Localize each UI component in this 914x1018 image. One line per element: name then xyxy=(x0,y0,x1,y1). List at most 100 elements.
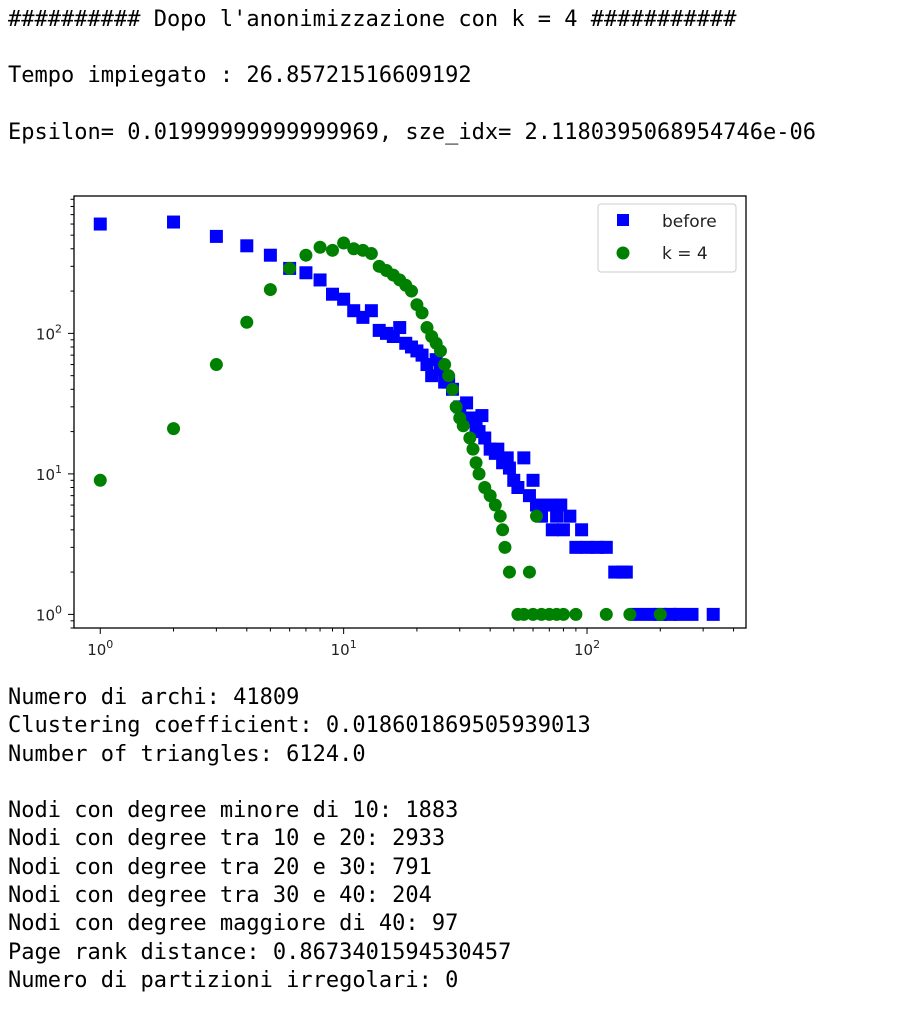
y-tick-label: 101 xyxy=(36,463,62,484)
point-k4 xyxy=(240,315,254,329)
point-before xyxy=(478,431,492,445)
stats-block: Numero di archi: 41809 Clustering coeffic… xyxy=(8,684,591,995)
point-before xyxy=(263,248,277,262)
point-before xyxy=(517,451,531,465)
point-k4 xyxy=(313,240,327,254)
stat-line: Nodi con degree tra 30 e 40: 204 xyxy=(8,883,432,909)
point-k4 xyxy=(496,523,510,537)
point-before xyxy=(563,509,577,523)
point-before xyxy=(642,607,656,621)
point-k4 xyxy=(569,607,583,621)
point-before xyxy=(500,451,514,465)
point-before xyxy=(545,523,559,537)
point-before xyxy=(313,273,327,287)
point-k4 xyxy=(445,382,459,396)
point-k4 xyxy=(433,344,447,358)
point-before xyxy=(542,498,556,512)
legend: before k = 4 xyxy=(597,203,737,273)
legend-k4-label: k = 4 xyxy=(662,244,708,264)
point-before xyxy=(364,304,378,318)
stat-line: Nodi con degree tra 20 e 30: 791 xyxy=(8,854,432,880)
point-before xyxy=(599,540,613,554)
point-before xyxy=(685,607,699,621)
legend-before-marker xyxy=(617,214,629,226)
point-before xyxy=(529,498,543,512)
legend-before-label: before xyxy=(662,212,717,232)
point-k4 xyxy=(404,284,418,298)
legend-k4-marker xyxy=(616,246,630,260)
point-before xyxy=(326,287,340,301)
point-k4 xyxy=(93,473,107,487)
point-before xyxy=(619,565,633,579)
point-k4 xyxy=(502,565,516,579)
point-k4 xyxy=(337,236,351,250)
point-before xyxy=(502,461,516,475)
stat-line: Clustering coefficient: 0.01860186950593… xyxy=(8,713,591,739)
point-k4 xyxy=(653,607,667,621)
point-before xyxy=(554,498,568,512)
point-k4 xyxy=(556,607,570,621)
x-tick-label: 101 xyxy=(331,638,357,659)
point-before xyxy=(556,523,570,537)
header-title: ########## Dopo l'anonimizzazione con k … xyxy=(8,7,737,32)
epsilon-line: Epsilon= 0.01999999999999969, sze_idx= 2… xyxy=(8,120,816,145)
point-k4 xyxy=(498,540,512,554)
point-before xyxy=(706,607,720,621)
point-k4 xyxy=(438,358,452,372)
stat-line: Nodi con degree maggiore di 40: 97 xyxy=(8,911,459,937)
point-k4 xyxy=(299,248,313,262)
degree-distribution-chart: 100 101 102 100 101 102 before k = 4 xyxy=(36,195,747,659)
point-k4 xyxy=(529,509,543,523)
stat-line: Page rank distance: 0.8673401594530457 xyxy=(8,939,512,965)
time-line: Tempo impiegato : 26.85721516609192 xyxy=(8,63,472,88)
point-before xyxy=(526,473,540,487)
stat-line: Number of triangles: 6124.0 xyxy=(8,741,366,767)
point-before xyxy=(569,540,583,554)
point-k4 xyxy=(463,431,477,445)
point-k4 xyxy=(623,607,637,621)
point-k4 xyxy=(326,243,340,257)
point-before xyxy=(460,396,474,410)
point-before xyxy=(240,239,254,253)
point-k4 xyxy=(263,283,277,297)
point-k4 xyxy=(522,565,536,579)
point-before xyxy=(167,215,181,229)
y-tick-label: 102 xyxy=(36,322,62,343)
point-k4 xyxy=(599,607,613,621)
stat-line: Nodi con degree tra 10 e 20: 2933 xyxy=(8,826,446,852)
stat-line: Nodi con degree minore di 10: 1883 xyxy=(8,798,459,824)
point-k4 xyxy=(167,422,181,436)
point-before xyxy=(550,509,564,523)
point-before xyxy=(337,292,351,306)
point-k4 xyxy=(466,442,480,456)
point-k4 xyxy=(283,261,297,275)
point-before xyxy=(511,480,525,494)
point-k4 xyxy=(456,419,470,433)
x-tick-label: 102 xyxy=(574,638,600,659)
point-before xyxy=(580,540,594,554)
point-k4 xyxy=(442,369,456,383)
point-k4 xyxy=(469,456,483,470)
stat-line: Numero di archi: 41809 xyxy=(8,685,300,710)
point-k4 xyxy=(364,247,378,261)
point-before xyxy=(209,229,223,243)
point-before xyxy=(673,607,687,621)
point-k4 xyxy=(517,607,531,621)
axis-ticks: 100 101 102 100 101 102 xyxy=(36,198,735,659)
point-before xyxy=(393,321,407,335)
plot-marks xyxy=(93,215,720,621)
point-k4 xyxy=(449,400,463,414)
legend-box xyxy=(597,203,737,273)
stat-line: Numero di partizioni irregolari: 0 xyxy=(8,967,459,993)
stat-spacer xyxy=(8,769,591,797)
point-before xyxy=(299,266,313,280)
plot-frame xyxy=(73,195,747,629)
point-k4 xyxy=(472,467,486,481)
point-k4 xyxy=(488,498,502,512)
point-before xyxy=(475,409,489,423)
point-before xyxy=(575,523,589,537)
point-k4 xyxy=(209,358,223,372)
y-tick-label: 100 xyxy=(36,603,62,624)
point-before xyxy=(93,217,107,231)
point-k4 xyxy=(415,306,429,320)
